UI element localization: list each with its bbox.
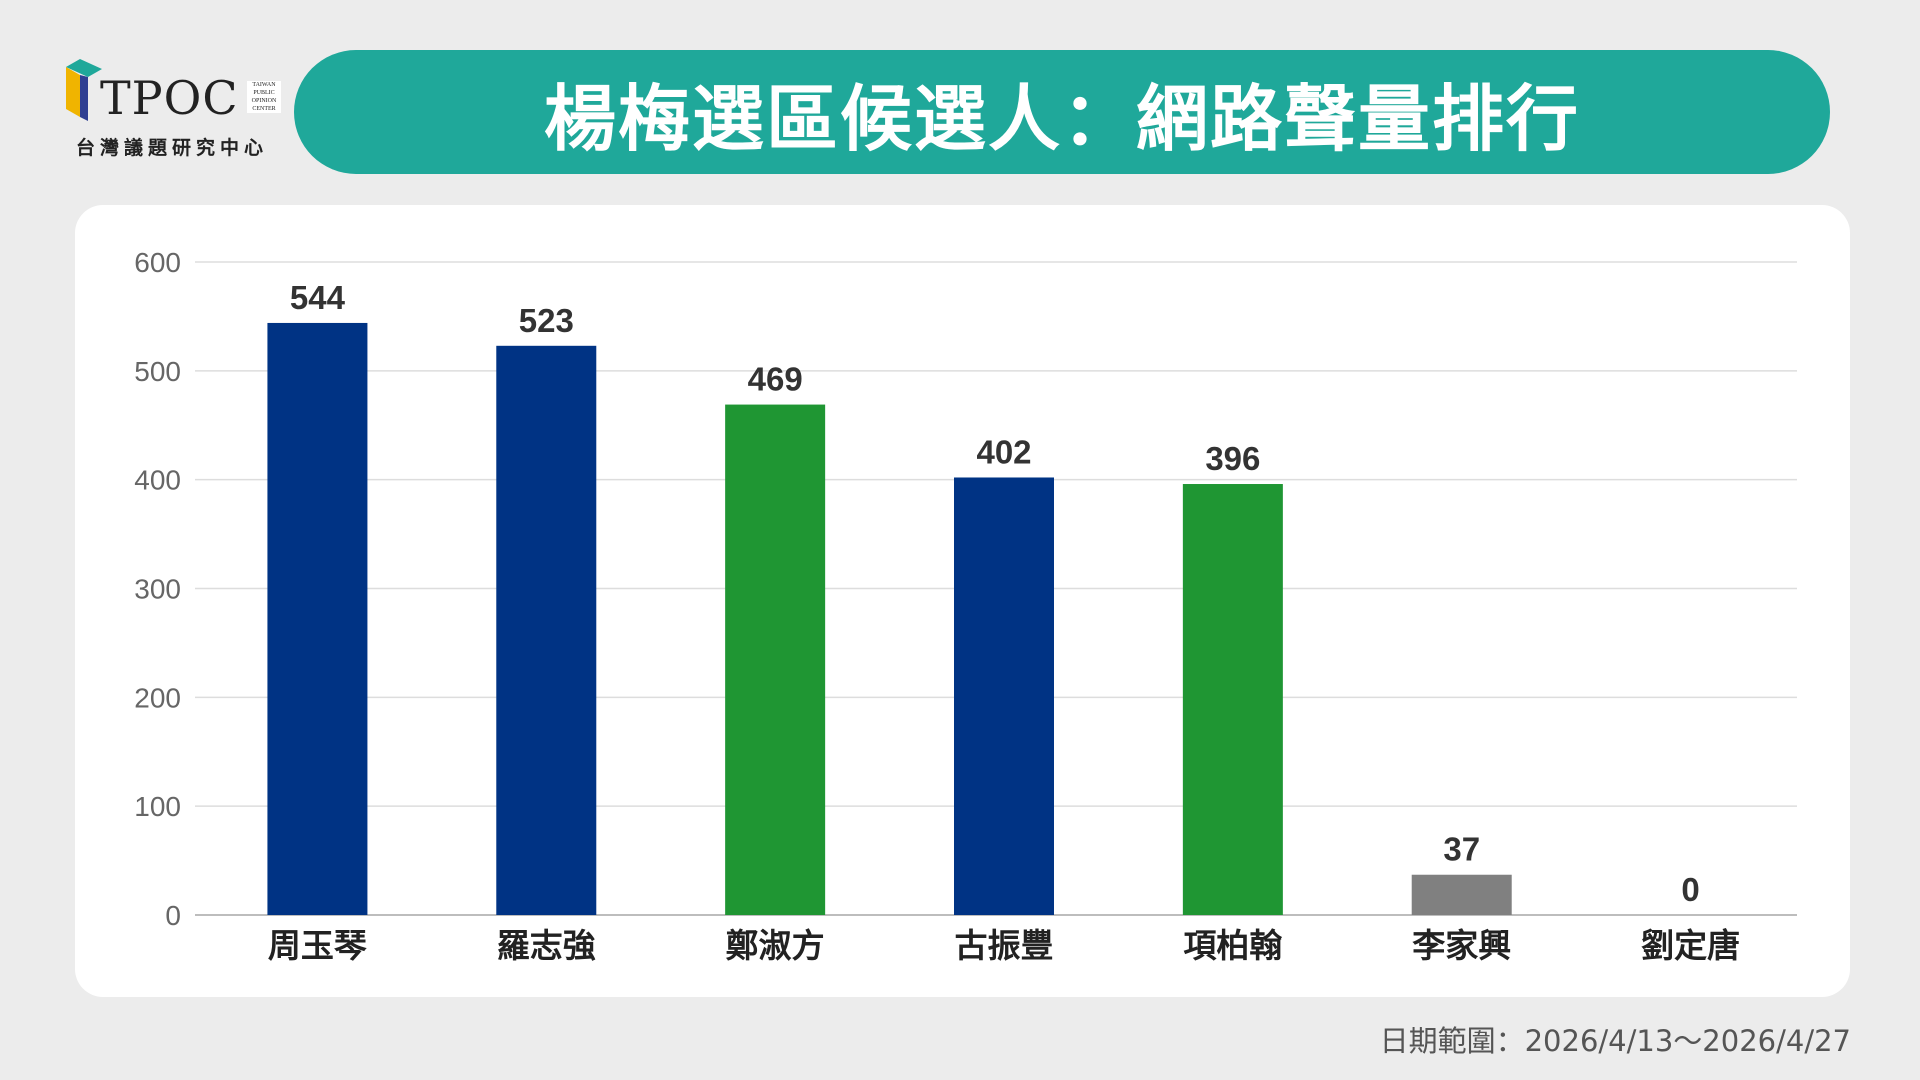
date-range: 日期範圍：2026/4/13～2026/4/27 <box>1379 1024 1851 1058</box>
y-tick-label: 100 <box>134 791 181 822</box>
logo-subtitle: 台灣議題研究中心 <box>76 137 269 159</box>
page-title: 楊梅選區候選人：網路聲量排行 <box>543 76 1580 161</box>
x-tick-label: 李家興 <box>1412 926 1511 965</box>
data-label: 544 <box>290 279 346 316</box>
x-tick-label: 鄭淑方 <box>726 926 825 965</box>
bar-0 <box>267 322 368 915</box>
bar-1 <box>496 345 597 916</box>
x-tick-label: 項柏翰 <box>1183 926 1282 965</box>
data-label: 37 <box>1443 831 1480 868</box>
bar-2 <box>725 404 826 915</box>
y-tick-label: 300 <box>134 574 181 605</box>
x-tick-label: 周玉琴 <box>268 926 367 965</box>
bar-chart: 0 100 200 300 400 500 600 544 周玉琴 523 羅志強 469 鄭淑方 402… <box>134 247 1797 965</box>
y-tick-label: 0 <box>165 900 181 931</box>
data-label: 396 <box>1205 440 1260 477</box>
x-tick-label: 劉定唐 <box>1641 926 1740 965</box>
y-tick-label: 400 <box>134 465 181 496</box>
data-label: 402 <box>976 433 1031 470</box>
y-tick-label: 600 <box>134 247 181 278</box>
tpoc-logo: TPOC TAIWAN PUBLIC OPINION CENTER 台灣議題研究… <box>62 55 282 160</box>
bar-3 <box>954 477 1054 915</box>
bar-5 <box>1411 874 1512 915</box>
title-banner: 楊梅選區候選人：網路聲量排行 <box>294 50 1830 174</box>
data-label: 523 <box>519 302 574 339</box>
chart-card: 0 100 200 300 400 500 600 544 周玉琴 523 羅志強 469 鄭淑方 402… <box>75 205 1850 997</box>
logo-mini-text: TAIWAN PUBLIC OPINION CENTER <box>247 81 281 113</box>
logo-wordmark: TPOC <box>100 71 239 125</box>
x-tick-label: 羅志強 <box>497 926 596 965</box>
data-label: 469 <box>748 361 803 398</box>
x-tick-label: 古振豐 <box>955 926 1054 965</box>
y-tick-label: 500 <box>134 356 181 387</box>
data-label: 0 <box>1681 871 1699 908</box>
y-tick-label: 200 <box>134 682 181 713</box>
bar-4 <box>1182 484 1283 915</box>
tpoc-logo-mark-icon <box>66 59 102 121</box>
